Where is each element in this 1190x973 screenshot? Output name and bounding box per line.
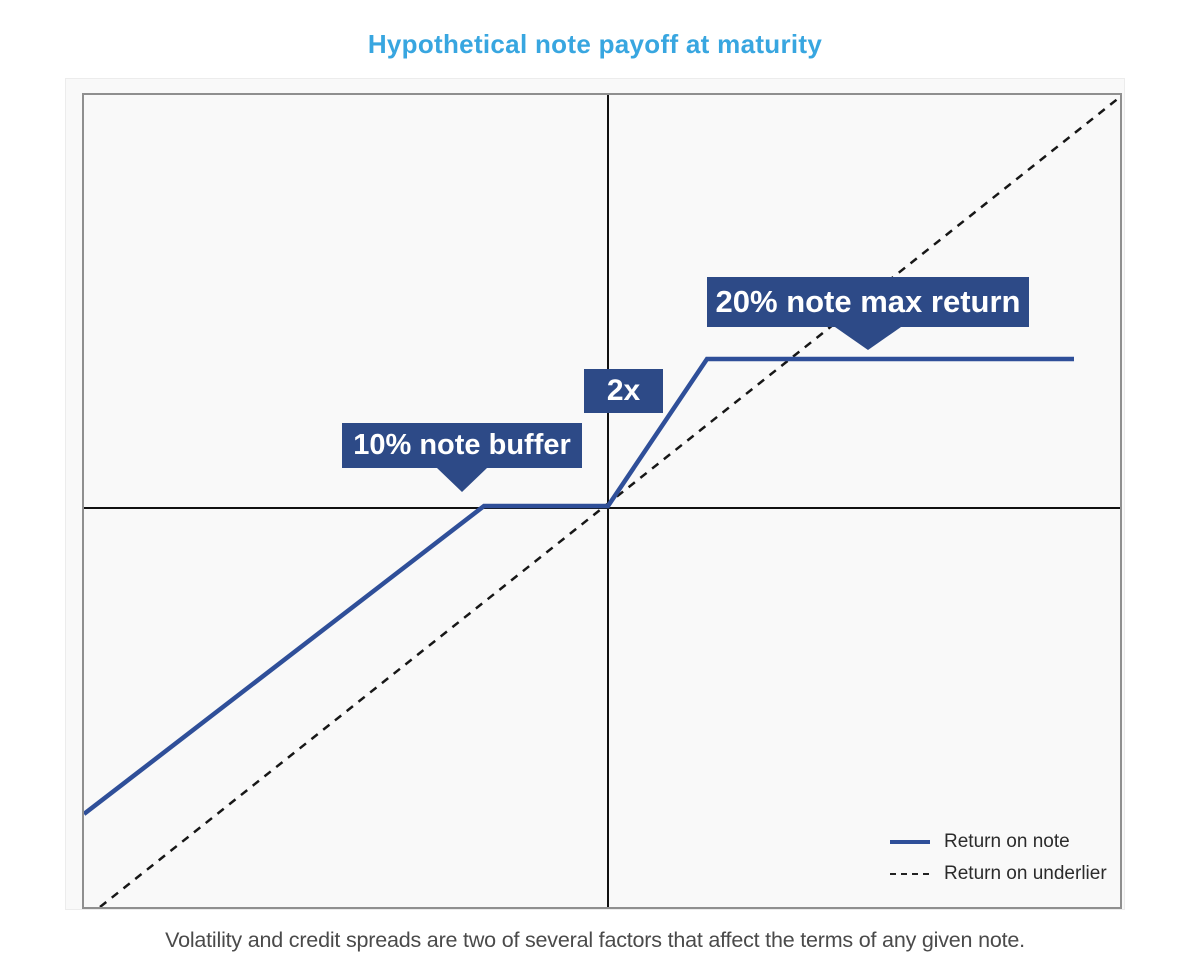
legend-swatch-solid-line <box>890 840 930 844</box>
legend-swatch-dashed-line <box>890 872 930 876</box>
buffer-callout-pointer <box>437 468 487 492</box>
payoff-chart <box>84 95 1120 907</box>
buffer-callout: 10% note buffer <box>342 423 582 492</box>
return-on-note-line <box>84 356 1074 816</box>
max-return-callout-label: 20% note max return <box>715 284 1021 319</box>
legend-label-note: Return on note <box>944 831 1070 852</box>
chart-title: Hypothetical note payoff at maturity <box>367 29 823 59</box>
max-return-callout: 20% note max return <box>707 277 1029 350</box>
leverage-badge: 2x <box>584 369 663 413</box>
footnote-text: Volatility and credit spreads are two of… <box>165 928 1025 952</box>
legend-label-underlier: Return on underlier <box>944 863 1107 884</box>
plot-area: 20% note max return 2x 10% note buffer R… <box>82 93 1122 909</box>
max-return-callout-pointer <box>835 327 901 350</box>
chart-panel: 20% note max return 2x 10% note buffer R… <box>65 78 1125 910</box>
legend: Return on note Return on underlier <box>890 831 1107 885</box>
buffer-callout-label: 10% note buffer <box>353 429 571 461</box>
legend-item-underlier: Return on underlier <box>890 863 1107 885</box>
legend-item-note: Return on note <box>890 831 1107 853</box>
leverage-badge-label: 2x <box>606 374 641 407</box>
